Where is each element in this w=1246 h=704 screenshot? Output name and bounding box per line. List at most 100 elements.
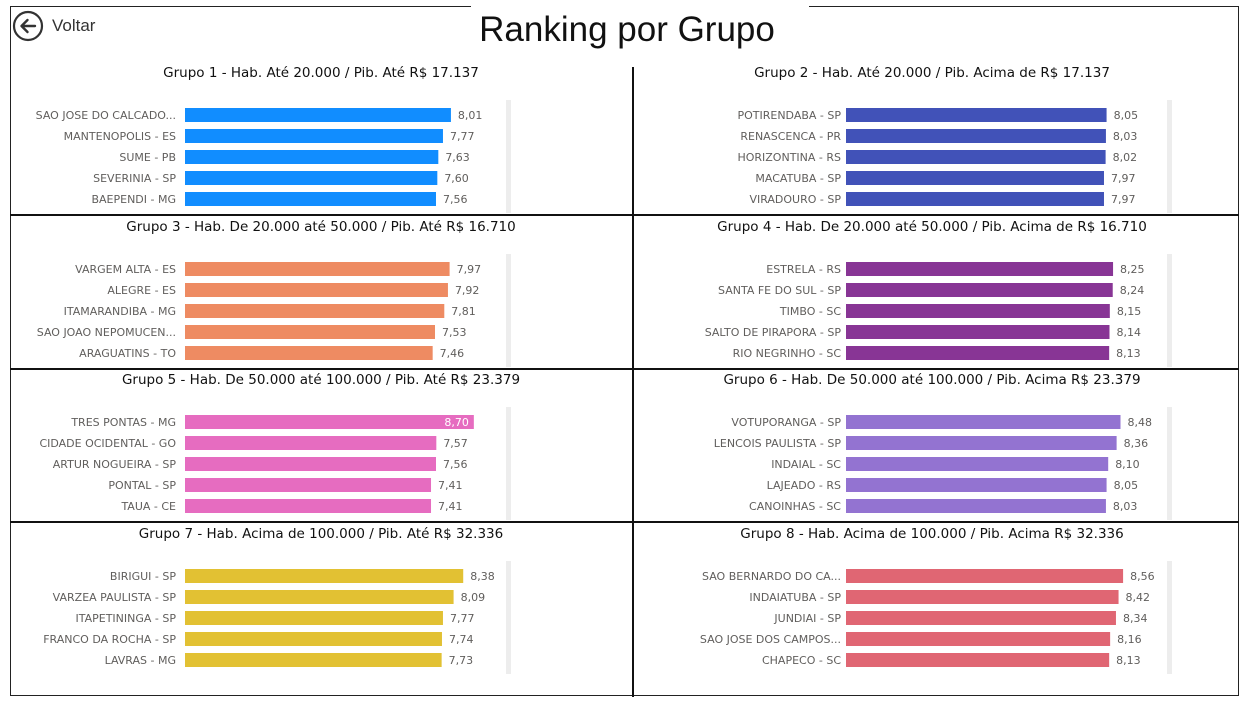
bar[interactable] [846,304,1110,318]
bar[interactable] [846,150,1106,164]
bar[interactable] [185,499,432,513]
chart-title: Grupo 4 - Hab. De 20.000 até 50.000 / Pi… [717,219,1147,235]
value-label: 7,77 [450,130,475,143]
grid-divider-3 [10,521,1239,523]
bar[interactable] [846,283,1113,297]
value-label: 7,56 [443,458,468,471]
category-label: FRANCO DA ROCHA - SP [43,633,176,646]
value-label: 7,81 [451,305,476,318]
bar[interactable] [185,192,436,206]
back-button[interactable]: Voltar [12,10,95,42]
bar[interactable] [185,478,432,492]
bar[interactable] [185,150,439,164]
bar[interactable] [846,108,1107,122]
back-arrow-icon [12,10,44,42]
bar[interactable] [846,346,1110,360]
bar[interactable] [846,632,1111,646]
value-label: 8,16 [1117,633,1142,646]
bar[interactable] [846,192,1104,206]
category-label: TAUA - CE [120,500,176,513]
bar[interactable] [846,325,1110,339]
category-label: SALTO DE PIRAPORA - SP [705,326,842,339]
scrollbar-track[interactable] [506,561,511,674]
bar[interactable] [185,262,450,276]
value-label: 7,77 [450,612,475,625]
value-label: 8,38 [470,570,495,583]
bar[interactable] [846,436,1117,450]
value-label: 8,01 [458,109,483,122]
category-label: INDAIAL - SC [771,458,841,471]
bar[interactable] [846,262,1114,276]
bar[interactable] [185,590,454,604]
scrollbar-track[interactable] [1167,407,1172,520]
chart-title: Grupo 3 - Hab. De 20.000 até 50.000 / Pi… [126,219,516,235]
category-label: MACATUBA - SP [755,172,841,185]
category-label: SAO JOSE DOS CAMPOS... [700,633,841,646]
chart-title: Grupo 6 - Hab. De 50.000 até 100.000 / P… [723,372,1141,388]
category-label: BAEPENDI - MG [91,193,176,206]
bar[interactable] [185,129,443,143]
bar[interactable] [185,171,438,185]
value-label: 8,02 [1113,151,1138,164]
chart-grupo-6: Grupo 6 - Hab. De 50.000 até 100.000 / P… [622,370,1242,523]
category-label: JUNDIAI - SP [773,612,841,625]
bar-chart-grupo-4: ESTRELA - RS 8,25 SANTA FE DO SUL - SP 8,24… [705,254,1172,367]
category-label: CIDADE OCIDENTAL - GO [39,437,176,450]
bar[interactable] [185,611,443,625]
bar[interactable] [846,590,1119,604]
bar[interactable] [185,457,436,471]
chart-title: Grupo 1 - Hab. Até 20.000 / Pib. Até R$ … [163,65,479,81]
scrollbar-track[interactable] [506,100,511,213]
value-label: 8,15 [1117,305,1142,318]
bar-chart-grupo-5: TRES PONTAS - MG 8,70 CIDADE OCIDENTAL - G… [39,407,511,520]
bar[interactable] [846,171,1104,185]
category-label: SEVERINIA - SP [93,172,176,185]
chart-grupo-7: Grupo 7 - Hab. Acima de 100.000 / Pib. A… [11,524,631,677]
category-label: SAO JOAO NEPOMUCEN... [37,326,176,339]
scrollbar-track[interactable] [1167,561,1172,674]
bar[interactable] [185,569,464,583]
bar[interactable] [846,611,1116,625]
scrollbar-track[interactable] [506,407,511,520]
value-label: 7,60 [444,172,469,185]
category-label: ITAMARANDIBA - MG [64,305,176,318]
value-label: 7,97 [457,263,482,276]
chart-grupo-1: Grupo 1 - Hab. Até 20.000 / Pib. Até R$ … [11,63,631,216]
value-label: 7,46 [440,347,465,360]
value-label: 8,05 [1114,109,1139,122]
bar[interactable] [185,346,433,360]
value-label: 8,70 [444,416,469,429]
category-label: INDAIATUBA - SP [749,591,841,604]
category-label: TRES PONTAS - MG [70,416,176,429]
bar[interactable] [185,653,442,667]
category-label: CHAPECO - SC [762,654,841,667]
bar[interactable] [846,653,1110,667]
bar-chart-grupo-7: BIRIGUI - SP 8,38 VARZEA PAULISTA - SP 8,09… [43,561,511,674]
scrollbar-track[interactable] [1167,254,1172,367]
bar[interactable] [846,569,1124,583]
bar[interactable] [185,632,442,646]
value-label: 8,03 [1113,500,1138,513]
value-label: 8,03 [1113,130,1138,143]
bar[interactable] [185,436,437,450]
bar[interactable] [846,478,1107,492]
bar[interactable] [846,499,1106,513]
category-label: SAO JOSE DO CALCADO... [36,109,176,122]
bar[interactable] [846,129,1106,143]
title-background [471,0,809,58]
category-label: HORIZONTINA - RS [737,151,841,164]
value-label: 8,09 [461,591,486,604]
chart-title: Grupo 7 - Hab. Acima de 100.000 / Pib. A… [138,526,504,542]
bar[interactable] [185,415,474,429]
scrollbar-track[interactable] [1167,100,1172,213]
bar[interactable] [185,325,435,339]
value-label: 8,24 [1120,284,1145,297]
value-label: 7,73 [449,654,474,667]
bar[interactable] [185,108,451,122]
bar[interactable] [846,457,1109,471]
bar[interactable] [185,304,445,318]
chart-grupo-3: Grupo 3 - Hab. De 20.000 até 50.000 / Pi… [11,217,631,370]
bar[interactable] [185,283,448,297]
bar[interactable] [846,415,1121,429]
scrollbar-track[interactable] [506,254,511,367]
